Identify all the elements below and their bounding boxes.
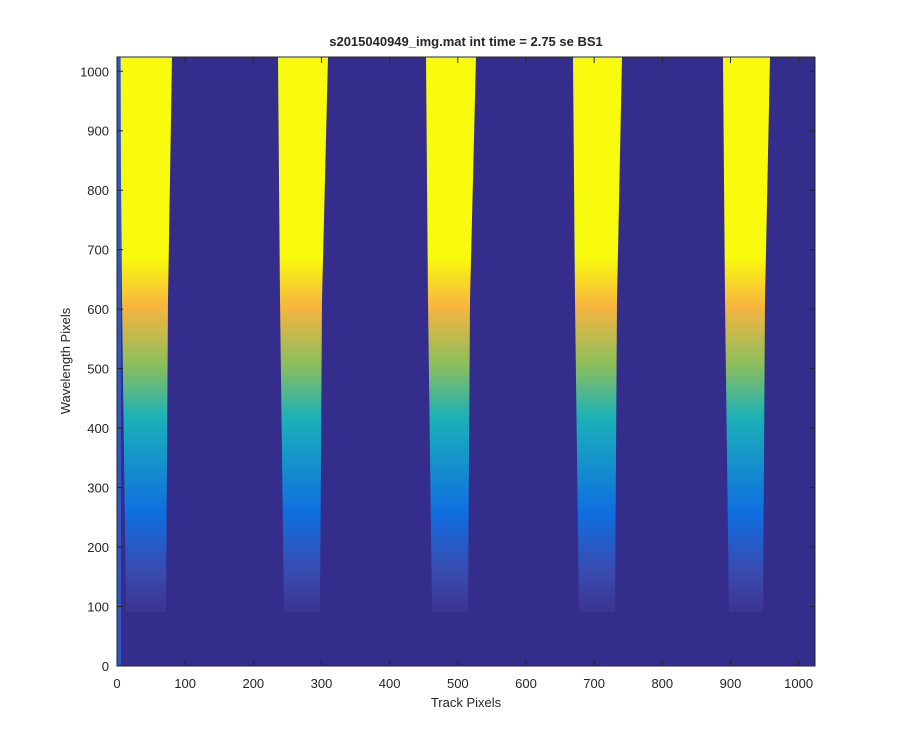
x-tick-label: 500 — [447, 676, 469, 691]
y-tick-label: 500 — [87, 362, 109, 377]
x-tick-label: 0 — [113, 676, 120, 691]
x-tick-label: 700 — [583, 676, 605, 691]
x-tick-label: 600 — [515, 676, 537, 691]
ticks: 0 100 200 300 400 500 600 700 800 900 1000 0 100 200 3… — [80, 57, 815, 691]
y-tick-label: 1000 — [80, 64, 109, 79]
chart-title: s2015040949_img.mat int time = 2.75 se B… — [329, 34, 603, 49]
x-tick-label: 1000 — [784, 676, 813, 691]
x-tick-label: 400 — [379, 676, 401, 691]
x-tick-label: 300 — [311, 676, 333, 691]
y-tick-label: 700 — [87, 243, 109, 258]
y-tick-label: 0 — [102, 659, 109, 674]
y-tick-label: 600 — [87, 302, 109, 317]
y-axis-label: Wavelength Pixels — [58, 307, 73, 414]
x-tick-label: 900 — [720, 676, 742, 691]
x-axis-label: Track Pixels — [431, 695, 502, 710]
x-tick-label: 100 — [174, 676, 196, 691]
y-tick-label: 800 — [87, 183, 109, 198]
axes-box — [116, 56, 816, 667]
y-tick-label: 200 — [87, 540, 109, 555]
y-tick-label: 300 — [87, 481, 109, 496]
heatmap-image — [117, 57, 815, 666]
x-tick-label: 800 — [651, 676, 673, 691]
y-tick-label: 900 — [87, 124, 109, 139]
y-tick-label: 400 — [87, 421, 109, 436]
y-tick-label: 100 — [87, 600, 109, 615]
x-tick-label: 200 — [242, 676, 264, 691]
